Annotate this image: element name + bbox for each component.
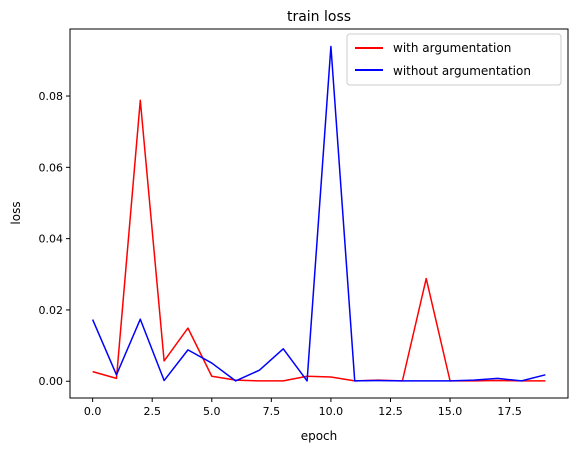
x-axis-ticks: 0.0 2.5 5.0 7.5 10.0 12.5 15.0 17.5 [84,398,522,418]
y-tick-label: 0.06 [39,161,64,174]
y-tick-label: 0.08 [39,90,64,103]
plot-frame [69,28,569,399]
series-layer [91,45,546,382]
x-tick-label: 15.0 [438,405,463,418]
x-axis-label: epoch [301,429,338,443]
chart-title: train loss [287,9,351,25]
legend-box [346,33,562,86]
x-tick-label: 5.0 [203,405,221,418]
y-tick-label: 0.00 [39,375,64,388]
legend-label-without-argumentation: without argumentation [393,64,531,78]
x-tick-label: 12.5 [378,405,403,418]
x-tick-label: 7.5 [263,405,281,418]
legend: with argumentation without argumentation [346,33,562,86]
x-tick-label: 17.5 [497,405,522,418]
x-tick-label: 10.0 [319,405,344,418]
legend-label-with-argumentation: with argumentation [393,41,511,55]
y-axis-label: loss [9,201,23,224]
x-tick-label: 2.5 [143,405,161,418]
y-axis-ticks: 0.00 0.02 0.04 0.06 0.08 [39,90,70,388]
series-line-with-argumentation [92,99,546,382]
y-tick-label: 0.04 [39,233,64,246]
y-tick-label: 0.02 [39,304,64,317]
x-tick-label: 0.0 [84,405,102,418]
series-line-without-argumentation [91,45,546,382]
